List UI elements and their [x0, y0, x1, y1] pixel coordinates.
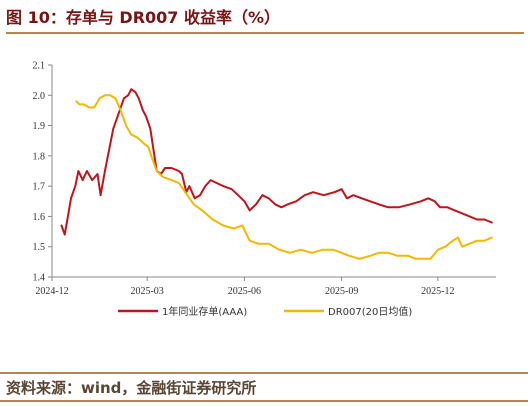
- legend-label-2: DR007(20日均值): [328, 305, 412, 318]
- y-tick-label: 1.9: [33, 121, 46, 132]
- x-tick-label: 2025-12: [421, 286, 454, 297]
- chart-title: 图 10：存单与 DR007 收益率（%）: [6, 6, 524, 34]
- series-line-2: [75, 94, 493, 260]
- x-tick-label: 2024-12: [35, 286, 68, 297]
- y-tick-label: 1.8: [33, 151, 46, 162]
- y-tick-label: 1.5: [33, 242, 46, 253]
- y-tick-label: 1.4: [33, 273, 46, 284]
- legend-label-1: 1年同业存单(AAA): [162, 305, 247, 318]
- x-tick-label: 2025-06: [228, 286, 261, 297]
- y-tick-label: 1.6: [33, 212, 46, 223]
- series-line-1: [60, 88, 493, 236]
- x-tick-label: 2025-03: [130, 286, 163, 297]
- x-tick-label: 2025-09: [325, 286, 358, 297]
- line-chart: 1.4 1.5 1.6 1.7 1.8 1.9 2.0 2.1 2024-12 2025-03 20…: [33, 61, 496, 318]
- y-tick-label: 2.1: [33, 61, 46, 72]
- source-note: 资料来源：wind，金融街证券研究所: [0, 372, 528, 402]
- y-tick-label: 2.0: [33, 91, 46, 102]
- y-tick-label: 1.7: [33, 182, 46, 193]
